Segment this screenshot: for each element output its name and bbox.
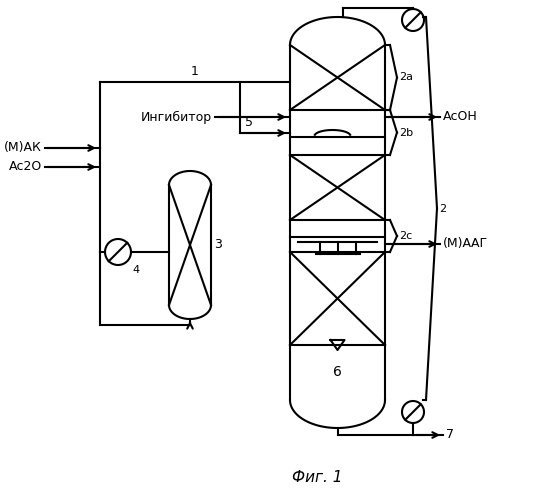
Text: 6: 6 xyxy=(333,366,342,380)
Text: 3: 3 xyxy=(214,238,222,252)
Text: 2b: 2b xyxy=(399,128,413,138)
Text: (М)АК: (М)АК xyxy=(4,142,42,154)
Text: 7: 7 xyxy=(446,428,454,442)
Text: Фиг. 1: Фиг. 1 xyxy=(292,470,343,486)
Text: Ас2О: Ас2О xyxy=(9,160,42,173)
Text: 2а: 2а xyxy=(399,72,413,83)
Text: Ингибитор: Ингибитор xyxy=(141,110,212,124)
Text: 5: 5 xyxy=(245,116,253,129)
Text: 2с: 2с xyxy=(399,231,412,241)
Text: (М)ААГ: (М)ААГ xyxy=(443,238,488,250)
Text: 4: 4 xyxy=(132,265,139,275)
Text: АсОН: АсОН xyxy=(443,110,478,124)
Text: 2: 2 xyxy=(439,204,446,214)
Text: 1: 1 xyxy=(191,65,199,78)
